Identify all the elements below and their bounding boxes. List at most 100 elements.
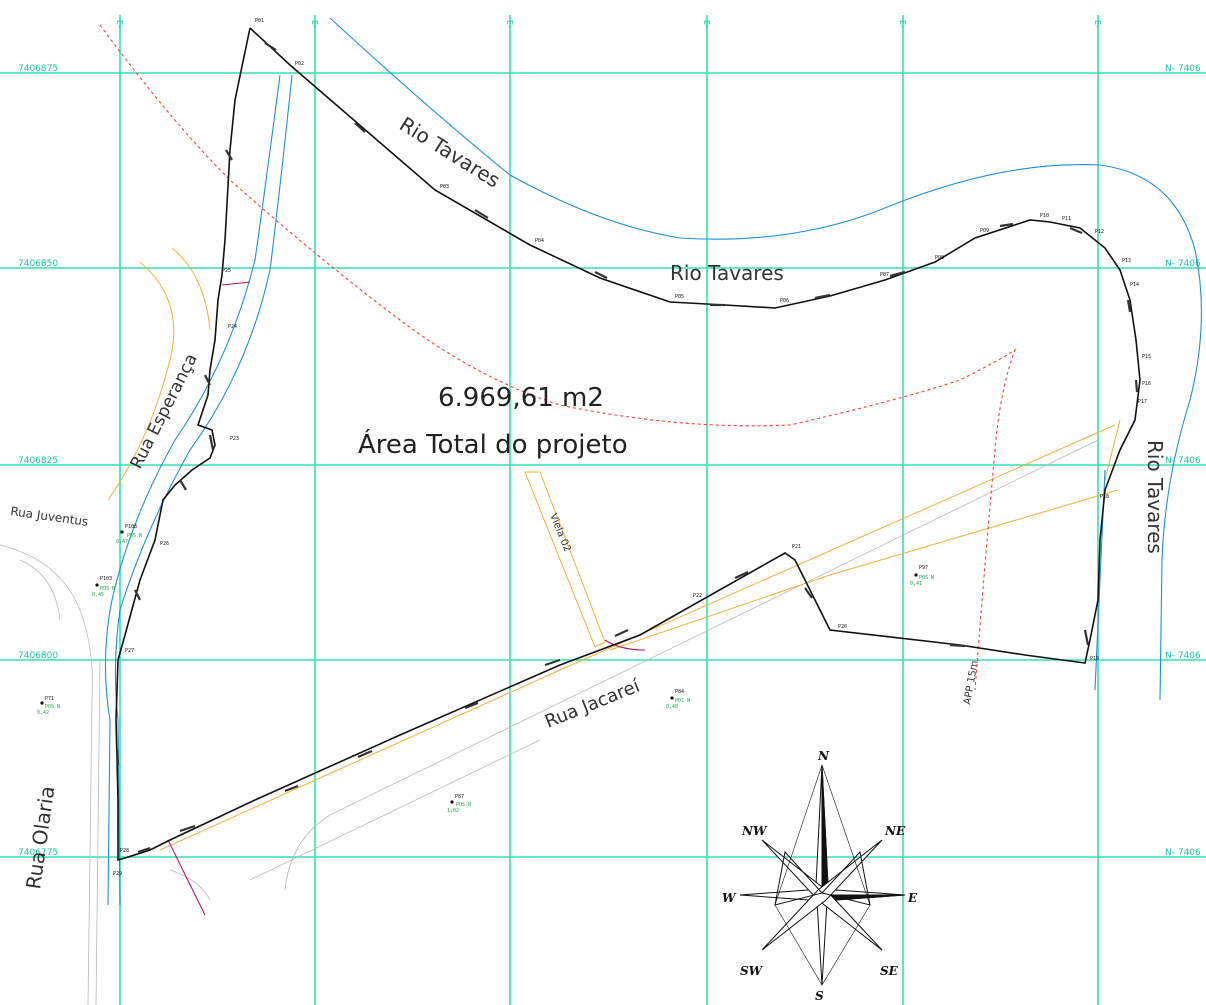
point-label: P06 xyxy=(780,298,789,304)
area-caption: Área Total do projeto xyxy=(358,428,628,460)
grid-label-right-2: N- 7406 xyxy=(1165,259,1201,269)
point-label: P14 xyxy=(1130,282,1139,288)
point-label: P08 xyxy=(935,255,944,261)
coordinate-grid xyxy=(0,15,1206,1005)
point-label: P22 xyxy=(693,593,702,599)
compass-sw: SW xyxy=(740,964,764,978)
svg-text:POS N: POS N xyxy=(675,698,690,704)
svg-text:P87: P87 xyxy=(455,794,464,800)
svg-text:POS N: POS N xyxy=(456,802,471,808)
river-label: Rio Tavares xyxy=(395,112,504,193)
point-label: P03 xyxy=(440,184,449,190)
grid-label-col-3: E- xyxy=(505,20,514,28)
grid-label-col-6: E- xyxy=(1093,20,1102,28)
app-limit-line xyxy=(99,24,1017,691)
river-label: Rio Tavares xyxy=(1143,440,1167,554)
point-label: P09 xyxy=(980,228,989,234)
survey-markers: P71 POS N 0,42 P87 POS N 1,02 P84 POS N … xyxy=(37,524,934,814)
street-outlines xyxy=(0,439,1099,1005)
compass-nw: NW xyxy=(741,824,768,838)
river-channels xyxy=(104,17,1202,906)
street-label-rua-juventus: Rua Juventus xyxy=(10,504,90,529)
point-label: P05 xyxy=(675,294,684,300)
compass-w: W xyxy=(722,891,737,905)
svg-text:POS N: POS N xyxy=(100,586,115,592)
grid-label-right-4: N- 7406 xyxy=(1165,651,1201,661)
area-summary: 6.969,61 m2 Área Total do projeto xyxy=(358,383,628,460)
grid-label-col-4: E- xyxy=(702,20,711,28)
svg-text:POS N: POS N xyxy=(45,704,60,710)
grid-label-col-1: E- xyxy=(115,20,124,28)
point-label: P29 xyxy=(113,871,122,877)
street-label-rua-olaria: Rua Olaria xyxy=(21,784,59,890)
point-label: P25 xyxy=(222,268,231,274)
river-label: Rio Tavares xyxy=(670,261,784,285)
survey-marker: P108 POS N 0,47 xyxy=(116,524,142,545)
compass-ne: NE xyxy=(884,824,906,838)
survey-marker: P71 POS N 0,42 xyxy=(37,696,60,716)
point-label: P16 xyxy=(1142,381,1151,387)
point-label: P21 xyxy=(792,544,801,550)
grid-label-right-1: N- 7406 xyxy=(1165,64,1201,74)
survey-marker: P103 POS N 0,45 xyxy=(92,576,115,598)
grid-label-right-5: N- 7406 xyxy=(1165,848,1201,858)
compass-s: S xyxy=(815,989,824,1003)
segment-tick-marks xyxy=(115,42,1139,854)
point-label: P13 xyxy=(1122,258,1131,264)
point-label: P10 xyxy=(1040,213,1049,219)
survey-marker: P97 POS N 0,41 xyxy=(910,565,934,587)
grid-row-labels-left: 7406875 7406850 7406825 7406800 7406775 xyxy=(18,64,58,858)
svg-text:1,02: 1,02 xyxy=(447,808,459,814)
grid-label-right-3: N- 7406 xyxy=(1165,456,1201,466)
survey-marker: P84 POS N 0,40 xyxy=(666,689,690,710)
grid-row-labels-right: N- 7406 N- 7406 N- 7406 N- 7406 N- 7406 xyxy=(1165,64,1201,858)
point-label: P15 xyxy=(1142,354,1151,360)
property-boundary xyxy=(115,27,1141,862)
svg-text:0,47: 0,47 xyxy=(116,539,128,545)
grid-label-row-1: 7406875 xyxy=(18,64,58,74)
point-label: P07 xyxy=(880,272,889,278)
point-label: P20 xyxy=(838,624,847,630)
area-value: 6.969,61 m2 xyxy=(438,383,604,413)
point-label: P28 xyxy=(120,848,129,854)
compass-rose-icon xyxy=(739,764,906,986)
point-label: P24 xyxy=(228,324,237,330)
app-label: APP 15m xyxy=(962,660,981,706)
compass-labels: N NE E SE S SW W NW xyxy=(722,749,918,1003)
point-label: P23 xyxy=(230,436,239,442)
grid-column-labels: E- E- E- E- E- E- xyxy=(115,20,1102,28)
grid-label-col-2: E- xyxy=(310,20,319,28)
point-label: P12 xyxy=(1095,229,1104,235)
point-label: P17 xyxy=(1138,399,1147,405)
svg-text:0,41: 0,41 xyxy=(910,581,922,587)
survey-marker: P87 POS N 1,02 xyxy=(447,794,471,814)
compass-n: N xyxy=(817,749,830,763)
svg-text:0,42: 0,42 xyxy=(37,710,49,716)
point-label: P18 xyxy=(1100,494,1109,500)
point-label: P01 xyxy=(255,18,264,24)
svg-text:P108: P108 xyxy=(125,524,137,530)
point-label: P04 xyxy=(535,238,544,244)
svg-text:P103: P103 xyxy=(100,576,112,582)
svg-text:P71: P71 xyxy=(45,696,54,702)
point-label: P11 xyxy=(1062,216,1071,222)
place-names: Rio Tavares Rio Tavares Rio Tavares Rua … xyxy=(10,112,1167,891)
svg-text:0,45: 0,45 xyxy=(92,592,104,598)
svg-text:P84: P84 xyxy=(675,689,684,695)
point-label: P27 xyxy=(125,648,134,654)
drainage-pipe xyxy=(167,281,646,916)
street-label-rua-esperanca: Rua Esperança xyxy=(127,351,202,473)
svg-text:POS N: POS N xyxy=(919,575,934,581)
point-label: P26 xyxy=(160,541,169,547)
compass-e: E xyxy=(907,891,918,905)
grid-label-col-5: E- xyxy=(898,20,907,28)
grid-label-row-3: 7406825 xyxy=(18,456,58,466)
point-label: P19 xyxy=(1090,656,1099,662)
grid-label-row-2: 7406850 xyxy=(18,259,58,269)
svg-text:POS N: POS N xyxy=(127,533,142,539)
svg-text:P97: P97 xyxy=(919,565,928,571)
boundary-point-labels: P01 P02 P03 P04 P05 P06 P07 P08 P09 P10 … xyxy=(113,18,1151,877)
grid-label-row-4: 7406800 xyxy=(18,651,58,661)
street-label-viela: Viela 02 xyxy=(547,512,572,554)
